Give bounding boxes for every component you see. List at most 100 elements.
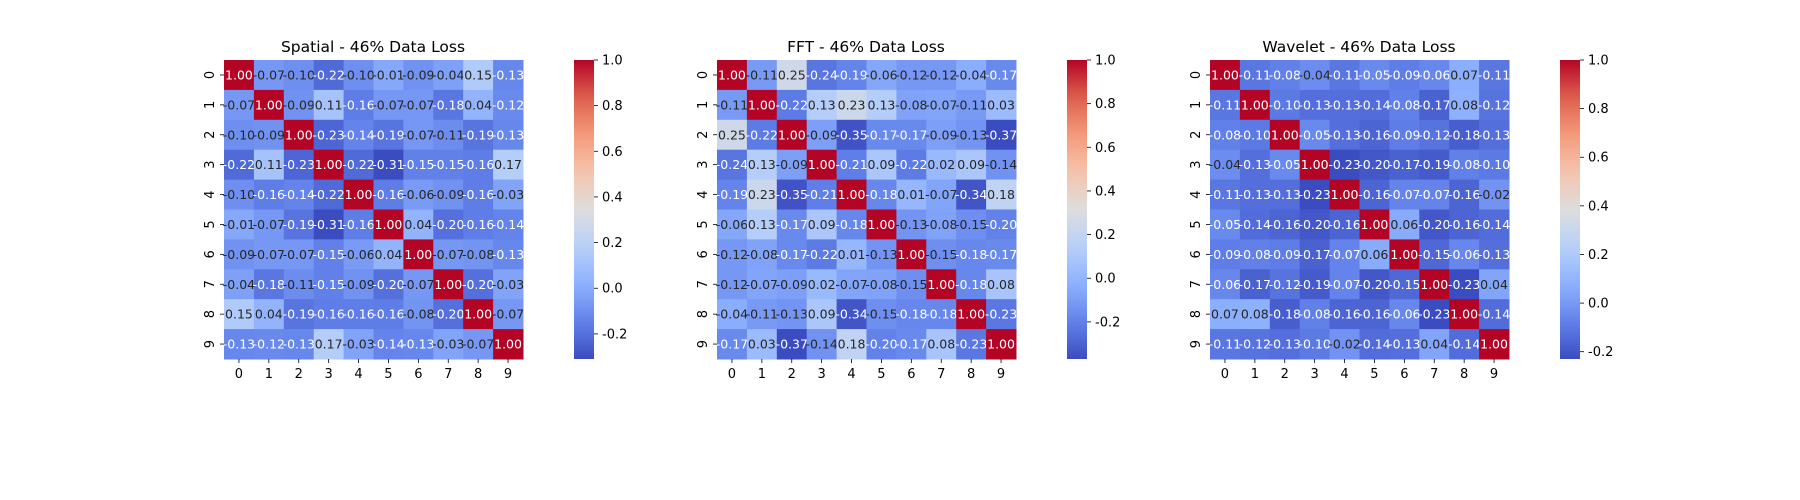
heatmap-cell <box>343 239 374 270</box>
heatmap-cell <box>806 239 838 270</box>
cell-value-label: -0.23 <box>283 157 315 172</box>
cell-value-label: -0.09 <box>432 187 464 202</box>
cell-value-label: -0.13 <box>492 127 524 142</box>
cell-value-label: -0.16 <box>1269 217 1301 232</box>
heatmap-cell <box>493 299 524 330</box>
heatmap-cell <box>403 329 434 360</box>
cell-value-label: 0.06 <box>1390 217 1418 232</box>
colorbar-tick-label: 0.4 <box>602 190 623 205</box>
cell-value-label: -0.12 <box>716 247 748 262</box>
heatmap-cell <box>746 299 778 330</box>
heatmap-cell <box>1210 209 1241 240</box>
heatmap-cell <box>373 209 404 240</box>
heatmap-cell <box>283 209 315 240</box>
heatmap-cell <box>1239 329 1271 360</box>
y-tick-label: 8 <box>1189 310 1204 318</box>
heatmap-cell <box>283 89 315 121</box>
heatmap-cell <box>896 269 927 300</box>
cell-value-label: -0.10 <box>1298 337 1330 352</box>
y-tick-label: 2 <box>696 131 711 139</box>
cell-value-label: -0.09 <box>776 277 808 292</box>
cell-value-label: 1.00 <box>808 157 836 172</box>
cell-value-label: -0.08 <box>1448 157 1480 172</box>
cell-value-label: -0.04 <box>1209 157 1241 172</box>
heatmap-cell <box>1419 149 1450 181</box>
cell-value-label: -0.13 <box>1239 157 1271 172</box>
heatmap-cell <box>493 269 524 300</box>
colorbar-tick-label: 0.4 <box>1095 184 1116 199</box>
heatmap-cell <box>224 209 255 240</box>
heatmap-cell <box>866 60 897 91</box>
cell-value-label: -0.08 <box>1269 67 1301 82</box>
heatmap-cell <box>313 89 345 121</box>
cell-value-label: -0.18 <box>1448 127 1480 142</box>
heatmap-cell <box>1269 239 1301 270</box>
cell-value-label: -0.16 <box>462 157 494 172</box>
heatmap-cell <box>1359 209 1390 240</box>
cell-value-label: -0.05 <box>1209 217 1241 232</box>
heatmap-cell <box>463 149 494 181</box>
heatmap-cell <box>1359 299 1390 330</box>
heatmap-cell <box>253 60 285 91</box>
cell-value-label: 1.00 <box>1301 157 1329 172</box>
cell-value-label: -0.07 <box>1328 277 1360 292</box>
x-tick-label: 9 <box>504 367 512 382</box>
heatmap-cell <box>1210 239 1241 270</box>
heatmap-cell <box>746 269 778 300</box>
heatmap-cell <box>224 329 255 360</box>
cell-value-label: -0.21 <box>805 187 837 202</box>
heatmap-cell <box>1210 89 1241 121</box>
heatmap-cell <box>956 239 987 270</box>
cell-value-label: -0.07 <box>1418 187 1450 202</box>
cell-value-label: -0.23 <box>1448 277 1480 292</box>
cell-value-label: -0.09 <box>925 127 957 142</box>
cell-value-label: -0.22 <box>776 97 808 112</box>
cell-value-label: -0.19 <box>283 217 315 232</box>
heatmap-cell <box>1210 269 1241 300</box>
heatmap-cell <box>373 299 404 330</box>
heatmap-cell <box>224 179 255 210</box>
cell-value-label: -0.09 <box>776 157 808 172</box>
cell-value-label: -0.16 <box>372 187 404 202</box>
cell-value-label: -0.20 <box>432 217 464 232</box>
heatmap-cell <box>343 179 374 210</box>
heatmap-cell <box>1239 239 1271 270</box>
heatmap-cell <box>1210 119 1241 151</box>
cell-value-label: -0.18 <box>925 307 957 322</box>
heatmap-panel-fft: FFT - 46% Data Loss 1.00 -0.11 0.25 -0.24-0… <box>696 38 1120 382</box>
heatmap-cell <box>1389 89 1420 121</box>
cell-value-label: 0.25 <box>778 67 806 82</box>
heatmap-cell <box>403 89 434 121</box>
heatmap-cell <box>986 179 1017 210</box>
y-tick-label: 3 <box>1189 161 1204 169</box>
heatmap-cell <box>1389 179 1420 210</box>
cell-value-label: -0.02 <box>1328 337 1360 352</box>
x-tick-label: 6 <box>414 367 422 382</box>
heatmap-cell <box>896 119 927 151</box>
heatmap-cell <box>746 60 778 91</box>
heatmap-cell <box>836 239 867 270</box>
cell-value-label: -0.01 <box>223 217 255 232</box>
heatmap-cell <box>1359 239 1390 270</box>
cell-value-label: -0.15 <box>1388 277 1420 292</box>
heatmap-cell <box>1359 149 1390 181</box>
cell-value-label: 1.00 <box>1331 187 1359 202</box>
cell-value-label: -0.10 <box>223 127 255 142</box>
heatmap-cell <box>283 179 315 210</box>
cell-value-label: -0.16 <box>312 307 344 322</box>
heatmap-cell <box>313 119 345 151</box>
heatmap-cell <box>373 179 404 210</box>
cell-value-label: -0.14 <box>985 157 1017 172</box>
heatmap-cell <box>1359 179 1390 210</box>
heatmap-cell <box>403 179 434 210</box>
cell-value-label: -0.10 <box>1269 97 1301 112</box>
heatmap-cell <box>896 60 927 91</box>
heatmap-cell <box>1299 119 1331 151</box>
heatmap-cell <box>403 299 434 330</box>
cell-value-label: -0.07 <box>1328 247 1360 262</box>
x-tick-label: 5 <box>384 367 392 382</box>
cell-value-label: -0.12 <box>1239 337 1271 352</box>
heatmap-cell <box>433 239 464 270</box>
heatmap-cell <box>926 60 957 91</box>
